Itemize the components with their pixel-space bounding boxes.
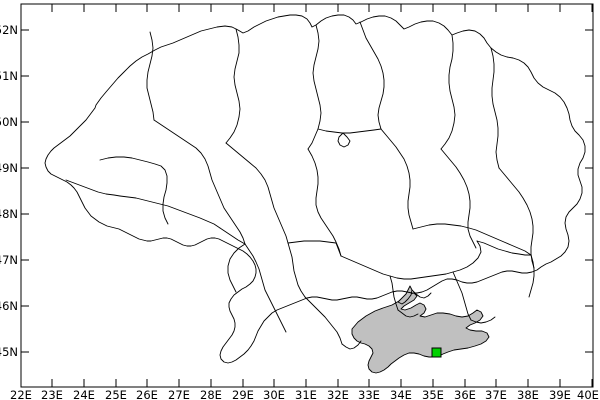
x-tick-label: 38E	[517, 388, 539, 400]
y-tick-label: 45N	[0, 345, 18, 359]
x-tick-labels: 22E 23E 24E 25E 26E 27E 28E 29E 30E 31E …	[10, 388, 599, 400]
y-tick-label: 50N	[0, 115, 18, 129]
oblast-border-29	[337, 132, 351, 148]
x-tick-label: 32E	[327, 388, 349, 400]
x-tick-label: 27E	[168, 388, 190, 400]
map-geometry	[44, 14, 586, 374]
oblast-border-5	[440, 34, 456, 150]
x-tick-label: 28E	[200, 388, 222, 400]
x-tick-label: 39E	[549, 388, 571, 400]
oblast-border-1	[146, 31, 155, 121]
oblast-border-21	[389, 275, 399, 311]
estuary-detail-1	[397, 309, 419, 318]
x-tick-label: 37E	[485, 388, 507, 400]
x-tick-label: 25E	[105, 388, 127, 400]
x-tick-label: 31E	[295, 388, 317, 400]
oblast-border-16	[287, 240, 342, 257]
x-tick-label: 35E	[422, 388, 444, 400]
y-tick-labels: 52N 51N 50N 49N 48N 47N 46N 45N	[0, 23, 18, 359]
oblast-border-24	[119, 195, 221, 229]
x-tick-label: 33E	[358, 388, 380, 400]
estuary-detail-3	[411, 289, 432, 299]
x-tick-label: 34E	[390, 388, 412, 400]
oblast-border-23	[528, 254, 535, 298]
oblast-border-13	[498, 167, 535, 269]
y-tick-label: 47N	[0, 253, 18, 267]
x-axis-ticks	[20, 4, 593, 387]
oblast-border-26	[219, 227, 246, 245]
oblast-border-2	[225, 28, 241, 144]
coast-detail-azov	[470, 316, 496, 324]
oblast-border-3	[307, 24, 322, 150]
oblast-border-8	[153, 119, 246, 245]
oblast-border-6	[490, 47, 500, 169]
x-tick-label: 23E	[41, 388, 63, 400]
oblast-border-20	[304, 296, 343, 345]
y-tick-label: 52N	[0, 23, 18, 37]
x-tick-label: 30E	[263, 388, 285, 400]
x-tick-label: 26E	[136, 388, 158, 400]
y-tick-label: 49N	[0, 161, 18, 175]
oblast-border-11	[380, 128, 414, 230]
x-tick-label: 36E	[454, 388, 476, 400]
oblast-border-28	[476, 240, 532, 256]
oblast-border-10	[307, 148, 342, 257]
oblast-border-12	[440, 148, 477, 249]
oblast-border-18	[287, 242, 306, 298]
oblast-border-9	[225, 142, 289, 244]
oblast-border-22	[452, 271, 472, 321]
x-tick-label: 24E	[73, 388, 95, 400]
x-tick-label: 40E	[577, 388, 599, 400]
y-tick-label: 48N	[0, 207, 18, 221]
y-tick-label: 46N	[0, 299, 18, 313]
x-tick-label: 22E	[10, 388, 32, 400]
crimea-region	[351, 292, 490, 374]
oblast-border-27	[227, 243, 246, 293]
plot-frame	[20, 3, 594, 388]
oblast-border-19	[244, 243, 287, 333]
plot-background	[21, 4, 593, 387]
y-tick-label: 51N	[0, 69, 18, 83]
axes-frame	[20, 3, 594, 388]
y-axis-ticks	[21, 29, 593, 353]
oblast-border-14	[317, 128, 382, 134]
ukraine-national-border	[44, 14, 586, 364]
site-marker[interactable]	[431, 347, 442, 358]
oblast-border-4	[359, 21, 385, 130]
x-tick-label: 29E	[232, 388, 254, 400]
oblast-border-15	[412, 223, 532, 256]
oblast-border-25	[65, 179, 121, 197]
oblast-border-17	[340, 240, 482, 280]
estuary-detail-2	[341, 340, 362, 350]
